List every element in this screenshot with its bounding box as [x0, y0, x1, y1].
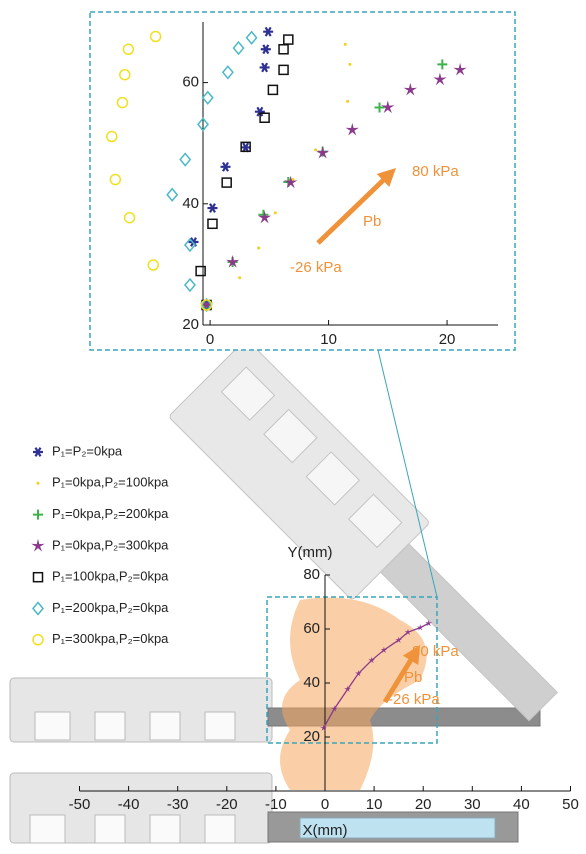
x-tick-label: 30: [464, 796, 481, 813]
annotation: Pb: [404, 669, 422, 686]
legend-marker: [33, 603, 43, 615]
y-tick-label: 60: [182, 74, 199, 91]
legend-marker: [37, 482, 40, 485]
annotation: -26 kPa: [290, 259, 342, 276]
legend-label: P₁=100kpa,P₂=0kpa: [52, 569, 169, 584]
x-tick-label: -10: [265, 796, 287, 813]
x-axis-label: X(mm): [303, 822, 348, 839]
legend-label: P₁=300kpa,P₂=0kpa: [52, 631, 169, 646]
inset-frame: [90, 12, 515, 350]
x-tick-label: 0: [206, 331, 214, 348]
point: [417, 624, 424, 630]
x-tick-label: -20: [216, 796, 238, 813]
annotation: -26 kPa: [388, 691, 440, 708]
x-tick-label: 20: [415, 796, 432, 813]
legend-marker: [33, 635, 43, 645]
x-tick-label: 40: [513, 796, 530, 813]
x-tick-label: -30: [167, 796, 189, 813]
point: [348, 63, 351, 66]
y-tick-label: 20: [182, 316, 199, 333]
legend-marker: [33, 510, 43, 520]
x-tick-label: 50: [562, 796, 579, 813]
point: [257, 247, 260, 250]
x-tick-label: -50: [69, 796, 91, 813]
y-tick-label: 40: [303, 674, 320, 691]
point: [238, 276, 241, 279]
point: [274, 211, 277, 214]
legend-label: P₁=0kpa,P₂=100kpa: [52, 475, 169, 490]
figure: 20 40 60 0 10 20 80 kPa Pb -26 kPa 20 40 60 80 -50 -4…: [0, 0, 586, 854]
x-tick-label: 0: [321, 796, 329, 813]
annotation: 80 kPa: [412, 643, 459, 660]
point: [292, 178, 295, 181]
y-tick-label: 60: [303, 620, 320, 637]
point: [346, 100, 349, 103]
legend-label: P₁=P₂=0kpa: [52, 443, 123, 458]
annotation: 80 kPa: [412, 163, 459, 180]
legend-label: P₁=0kpa,P₂=300kpa: [52, 537, 169, 552]
y-tick-label: 80: [303, 566, 320, 583]
point: [344, 43, 347, 46]
annotation: Pb: [363, 213, 381, 230]
x-tick-label: 10: [366, 796, 383, 813]
legend-marker: [34, 573, 43, 582]
x-tick-label: -40: [118, 796, 140, 813]
legend-label: P₁=0kpa,P₂=200kpa: [52, 506, 169, 521]
legend-marker: [33, 448, 43, 457]
y-tick-label: 40: [182, 195, 199, 212]
x-tick-label: 10: [320, 331, 337, 348]
x-tick-label: 20: [439, 331, 456, 348]
legend-marker: [31, 539, 44, 552]
y-axis-label: Y(mm): [288, 544, 333, 561]
y-tick-label: 20: [303, 728, 320, 745]
legend-label: P₁=200kpa,P₂=0kpa: [52, 600, 169, 615]
legend: P₁=P₂=0kpa P₁=0kpa,P₂=100kpa P₁=0kpa,P₂=20…: [31, 443, 169, 646]
robot-lower: [10, 678, 540, 843]
